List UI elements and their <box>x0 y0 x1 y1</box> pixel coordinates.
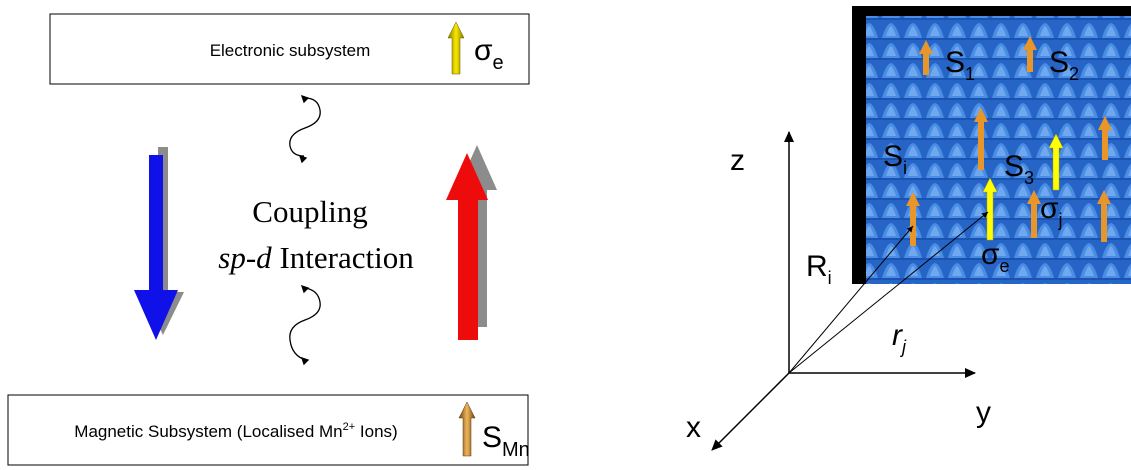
vector-r-j <box>788 211 989 374</box>
s-mn-arrow-icon <box>458 401 476 457</box>
label-si: S <box>883 140 903 173</box>
svg-text:Si: Si <box>883 140 907 178</box>
svg-text:SMn: SMn <box>482 421 530 461</box>
svg-text:Ri: Ri <box>806 250 832 288</box>
magnetic-label-pre: Magnetic Subsystem (Localised Mn <box>74 422 342 441</box>
electronic-subsystem-label: Electronic subsystem <box>210 41 371 60</box>
x-axis-label: x <box>686 411 701 444</box>
magnetic-label-post: Ions) <box>355 422 398 441</box>
label-s3: S <box>1004 150 1024 183</box>
svg-text:σj: σj <box>1040 192 1063 230</box>
sp-d-italic: sp-d <box>218 240 272 275</box>
svg-text:σe: σe <box>474 34 504 74</box>
label-s2-sub: 2 <box>1069 64 1079 84</box>
svg-text:S2: S2 <box>1049 46 1079 84</box>
lattice-labels: S1 S2 S3 Si σj σe <box>883 46 1079 276</box>
interaction-rest: Interaction <box>272 240 415 275</box>
label-s1-sub: 1 <box>965 64 975 84</box>
coupling-wave-top-icon <box>289 94 321 164</box>
label-s2: S <box>1049 46 1069 79</box>
position-vectors <box>788 211 989 374</box>
coupling-label: Coupling <box>252 194 367 229</box>
y-axis-label: y <box>976 396 991 429</box>
label-r-sub: j <box>899 337 907 357</box>
label-s3-sub: 3 <box>1024 168 1034 188</box>
label-R-sub: i <box>828 268 832 288</box>
label-r: r <box>892 319 903 352</box>
vector-R-i <box>788 225 914 374</box>
coordinate-axes <box>711 131 976 451</box>
magnetic-label-sup: 2+ <box>343 421 356 433</box>
svg-text:S1: S1 <box>945 46 975 84</box>
svg-text:rj: rj <box>892 319 907 357</box>
spin-down-arrow <box>134 147 184 340</box>
label-s1: S <box>945 46 965 79</box>
sigma-e-subscript: e <box>493 52 504 74</box>
label-sigma-j-sub: j <box>1058 210 1063 230</box>
label-sigma-e: σ <box>981 238 1000 271</box>
z-axis-label: z <box>730 144 745 177</box>
electronic-subsystem-box: Electronic subsystem σe <box>49 13 530 85</box>
sigma-e-arrow-icon <box>447 21 465 75</box>
label-sigma-e-sub: e <box>1000 256 1010 276</box>
magnetic-subsystem-box: Magnetic Subsystem (Localised Mn2+ Ions)… <box>7 394 530 466</box>
s-mn-subscript: Mn <box>502 439 530 461</box>
coupling-wave-bottom-icon <box>289 284 321 366</box>
label-si-sub: i <box>903 158 907 178</box>
spin-up-arrow <box>446 145 497 340</box>
svg-text:Magnetic Subsystem (Localised: Magnetic Subsystem (Localised Mn2+ Ions) <box>74 421 397 441</box>
sigma-e-symbol: σ <box>474 34 493 67</box>
x-axis <box>711 372 790 451</box>
lattice-spin-arrows <box>906 36 1112 246</box>
s-mn-symbol: S <box>482 421 502 454</box>
label-sigma-j: σ <box>1040 192 1059 225</box>
interaction-label: sp-d Interaction <box>218 240 414 275</box>
label-R: R <box>806 250 828 283</box>
svg-text:S3: S3 <box>1004 150 1034 188</box>
svg-text:σe: σe <box>981 238 1010 276</box>
